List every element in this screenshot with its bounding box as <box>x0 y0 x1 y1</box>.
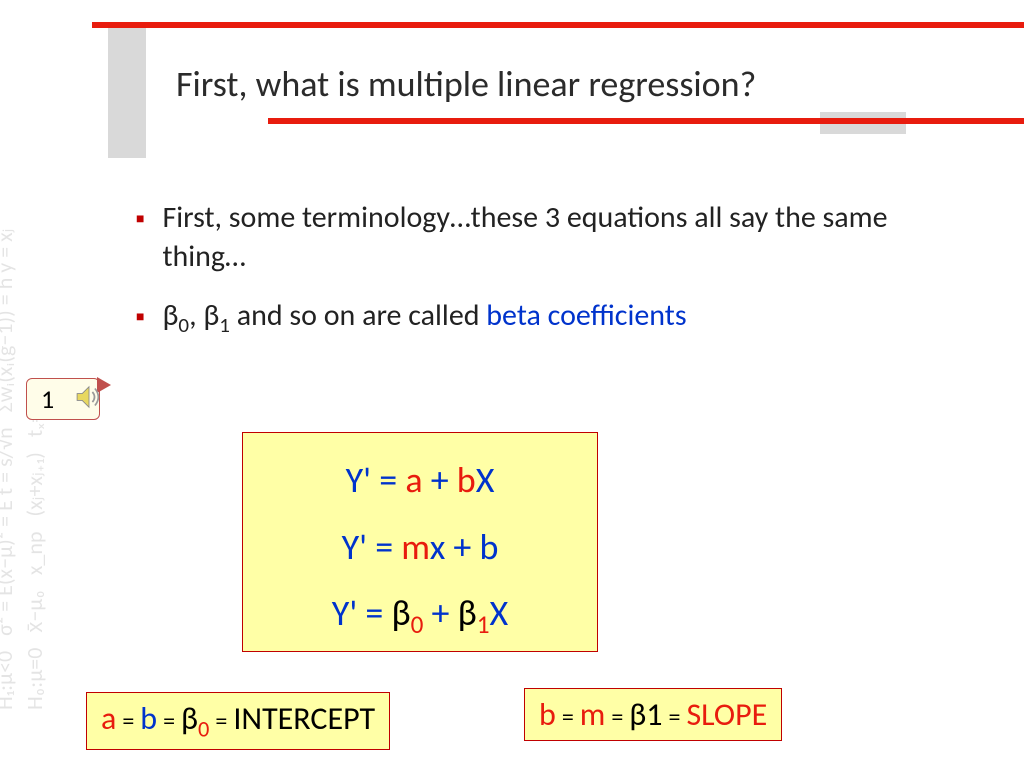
bullet-text-2: β0, β1 and so on are called beta coeffic… <box>162 296 964 339</box>
bullet-list: ■ First, some terminology…these 3 equati… <box>136 198 964 359</box>
intercept-definition-box: a = b = β0 = INTERCEPT <box>86 692 390 750</box>
equation-row-2: Y' = mx + b <box>243 514 597 581</box>
equations-box: Y' = a + bX Y' = mx + b Y' = β0 + β1X <box>242 432 598 652</box>
slope-definition-box: b = m = β1 = SLOPE <box>524 688 782 741</box>
subtitle-accent-bar <box>268 118 1024 124</box>
equation-row-3: Y' = β0 + β1X <box>243 580 597 649</box>
term-beta-coefficients: beta coefficients <box>486 297 686 334</box>
bullet-marker-icon: ■ <box>136 308 144 326</box>
decorative-grey-block-vertical <box>108 28 146 158</box>
bullet-marker-icon: ■ <box>136 210 144 228</box>
slide-title: First, what is multiple linear regressio… <box>176 62 756 106</box>
top-accent-bar <box>92 22 1024 28</box>
equation-row-1: Y' = a + bX <box>243 447 597 514</box>
bullet-item-2: ■ β0, β1 and so on are called beta coeff… <box>136 296 964 339</box>
bullet-text-1: First, some terminology…these 3 equation… <box>162 198 964 276</box>
speaker-audio-icon[interactable] <box>72 380 106 419</box>
bullet-item-1: ■ First, some terminology…these 3 equati… <box>136 198 964 276</box>
